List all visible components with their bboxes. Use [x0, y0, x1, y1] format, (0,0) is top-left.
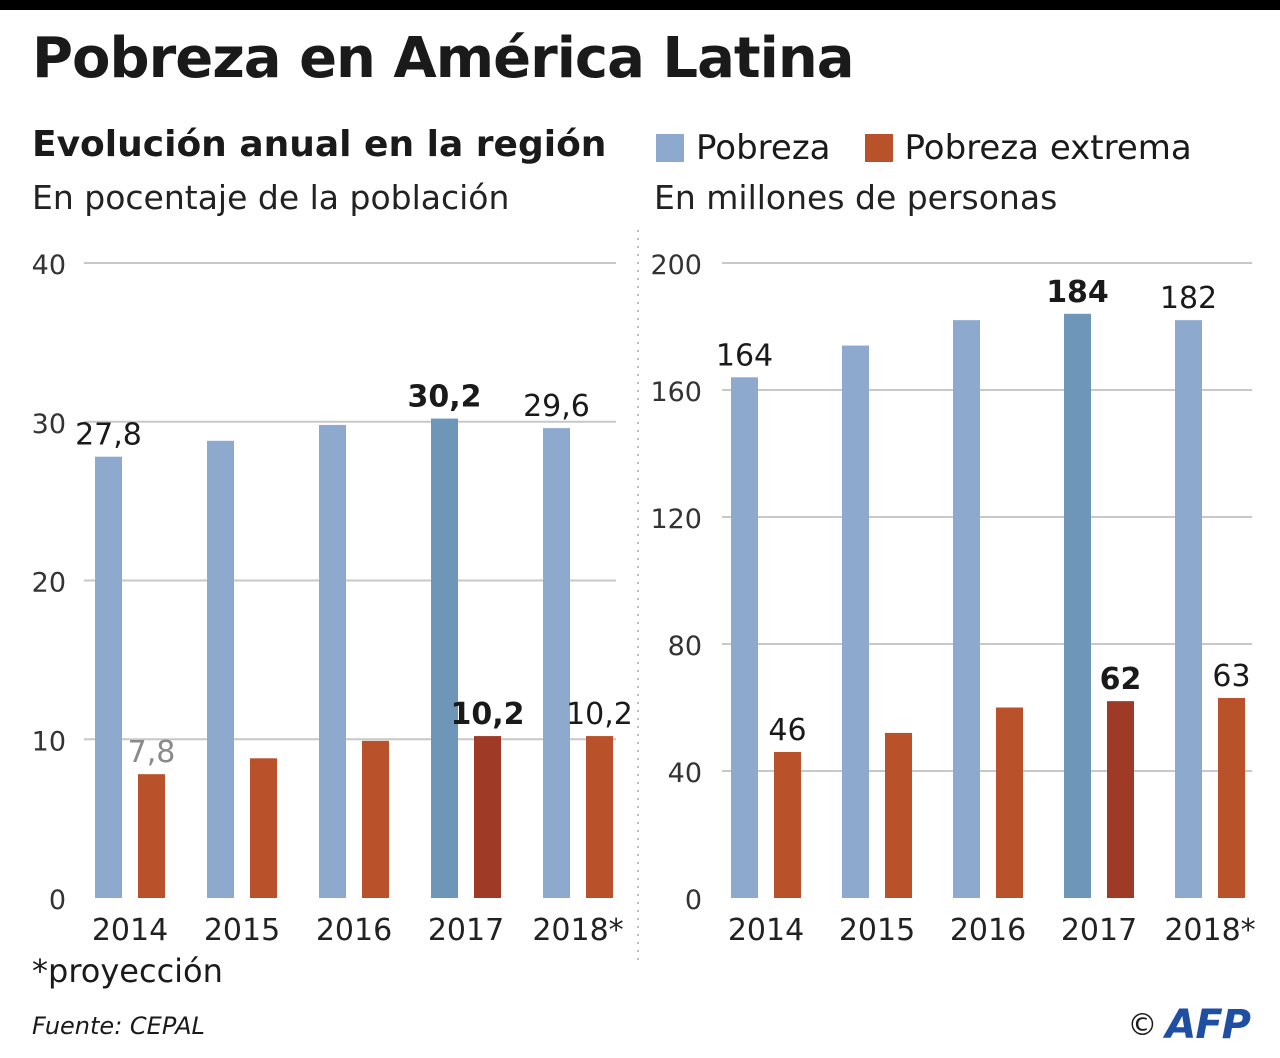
- y-tick-label: 40: [32, 250, 66, 281]
- legend-swatch-extrema: [864, 134, 893, 162]
- bar-pobreza: [431, 418, 458, 898]
- bar-pobreza-extrema: [250, 758, 277, 898]
- bar-pobreza: [543, 428, 570, 898]
- bar-pobreza-extrema: [586, 736, 613, 898]
- x-tick-label: 2015: [204, 913, 280, 948]
- bar-pobreza-extrema: [362, 740, 389, 898]
- data-label: 7,8: [128, 735, 176, 770]
- page-subtitle: Evolución anual en la región: [32, 124, 607, 165]
- legend-label-extrema: Pobreza extrema: [904, 128, 1192, 168]
- legend-item-extrema: Pobreza extrema: [864, 128, 1192, 168]
- data-label: 29,6: [523, 389, 590, 424]
- data-label: 184: [1046, 275, 1109, 310]
- x-tick-label: 2018*: [1164, 913, 1255, 948]
- data-label: 62: [1100, 662, 1142, 697]
- bar-pobreza: [1064, 313, 1091, 898]
- bar-pobreza: [207, 440, 234, 898]
- x-tick-label: 2017: [428, 913, 504, 948]
- bar-pobreza-extrema: [774, 751, 801, 898]
- y-tick-label: 0: [49, 885, 66, 916]
- footnote: *proyección: [32, 952, 223, 990]
- left-chart-unit: En pocentaje de la población: [32, 178, 510, 217]
- bar-pobreza: [319, 424, 346, 898]
- y-tick-label: 80: [668, 631, 702, 662]
- y-tick-label: 200: [650, 250, 702, 281]
- right-chart-unit: En millones de personas: [654, 178, 1058, 217]
- x-tick-label: 2014: [92, 913, 168, 948]
- x-tick-label: 2015: [839, 913, 915, 948]
- y-tick-label: 10: [32, 726, 66, 757]
- data-label: 46: [768, 713, 806, 748]
- x-tick-label: 2016: [950, 913, 1026, 948]
- legend-swatch-pobreza: [656, 134, 684, 162]
- data-label: 27,8: [75, 418, 142, 453]
- y-tick-label: 40: [668, 758, 702, 789]
- bar-pobreza: [95, 456, 122, 898]
- x-tick-label: 2018*: [532, 913, 623, 948]
- bar-pobreza-extrema: [1218, 697, 1245, 898]
- legend-label-pobreza: Pobreza: [696, 128, 831, 168]
- bar-pobreza-extrema: [138, 774, 165, 898]
- x-tick-label: 2017: [1061, 913, 1137, 948]
- chart-millions: 0 40 80 120 160 200 164 46 2014 2015 2016 184 62 2017…: [650, 250, 1255, 948]
- y-tick-label: 120: [650, 504, 702, 535]
- y-tick-label: 160: [650, 377, 702, 408]
- legend: Pobreza Pobreza extrema: [656, 128, 1226, 168]
- credit: © AFP: [1127, 1002, 1251, 1048]
- data-label: 30,2: [407, 380, 481, 415]
- bar-pobreza: [1175, 320, 1202, 898]
- chart-percentage: 0 10 20 30 40 27,8 7,8 2014 2015 2016 30,2 10,2 2017…: [32, 230, 639, 960]
- bar-pobreza-extrema: [885, 732, 912, 898]
- bar-pobreza: [842, 345, 869, 898]
- y-tick-label: 20: [32, 568, 66, 599]
- data-label: 164: [716, 338, 773, 373]
- data-label: 10,2: [566, 697, 633, 732]
- data-label: 10,2: [450, 697, 524, 732]
- bar-pobreza: [731, 377, 758, 898]
- x-tick-label: 2016: [316, 913, 392, 948]
- bar-pobreza-extrema: [996, 707, 1023, 898]
- page-title: Pobreza en América Latina: [32, 26, 854, 91]
- data-label: 63: [1212, 659, 1250, 694]
- afp-logo: AFP: [1165, 1002, 1251, 1048]
- source: Fuente: CEPAL: [32, 1012, 205, 1040]
- y-tick-label: 30: [32, 409, 66, 440]
- data-label: 182: [1160, 281, 1217, 316]
- copyright-symbol: ©: [1127, 1007, 1158, 1043]
- bar-pobreza-extrema: [474, 736, 501, 898]
- y-tick-label: 0: [685, 885, 702, 916]
- bar-pobreza: [953, 320, 980, 898]
- bar-pobreza-extrema: [1107, 701, 1134, 898]
- top-bar: [0, 0, 1280, 10]
- x-tick-label: 2014: [728, 913, 804, 948]
- legend-item-pobreza: Pobreza: [656, 128, 831, 168]
